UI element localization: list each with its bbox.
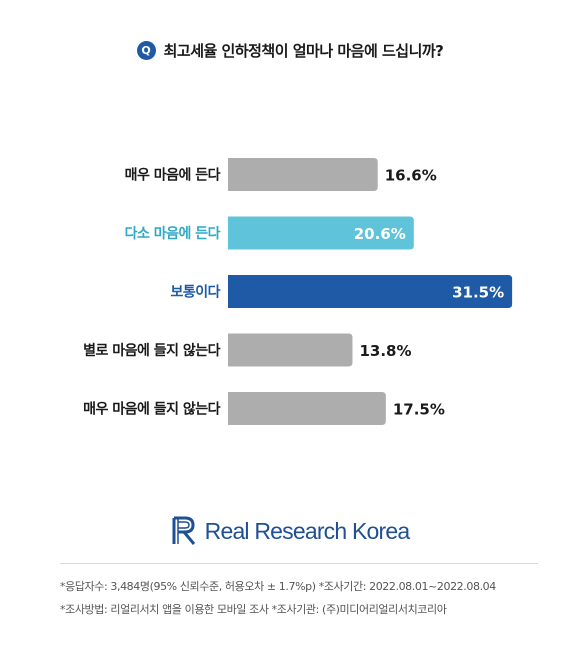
footer-divider	[60, 563, 538, 564]
brand-r-logo-icon	[172, 516, 195, 545]
category-label: 별로 마음에 들지 않는다	[83, 342, 221, 359]
question-text: 최고세율 인하정책이 얼마나 마음에 드십니까?	[163, 42, 444, 60]
category-label: 매우 마음에 든다	[125, 168, 221, 184]
value-label: 20.6%	[354, 225, 406, 243]
question-header: Q 최고세율 인하정책이 얼마나 마음에 드십니까?	[0, 40, 580, 61]
bar	[228, 333, 353, 367]
category-label: 매우 마음에 들지 않는다	[83, 401, 221, 418]
category-label: 다소 마음에 든다	[125, 226, 221, 242]
footnote-respondents: *응답자수: 3,484명(95% 신뢰수준, 허용오차 ± 1.7%p) *조…	[60, 580, 496, 593]
category-label: 보통이다	[170, 284, 220, 301]
value-label: 17.5%	[393, 401, 445, 419]
bar	[228, 158, 378, 191]
brand-logo: Real Research Korea	[0, 516, 580, 546]
bar	[228, 216, 414, 250]
brand-name: Real Research Korea	[204, 517, 411, 544]
bar	[228, 275, 513, 308]
footnote-method: *조사방법: 리얼리서치 앱을 이용한 모바일 조사 *조사기관: (주)미디어…	[60, 603, 447, 616]
question-badge-icon: Q	[136, 41, 156, 60]
value-label: 16.6%	[385, 167, 437, 185]
value-label: 13.8%	[359, 342, 411, 360]
value-label: 31.5%	[452, 284, 504, 302]
bar	[228, 392, 386, 425]
